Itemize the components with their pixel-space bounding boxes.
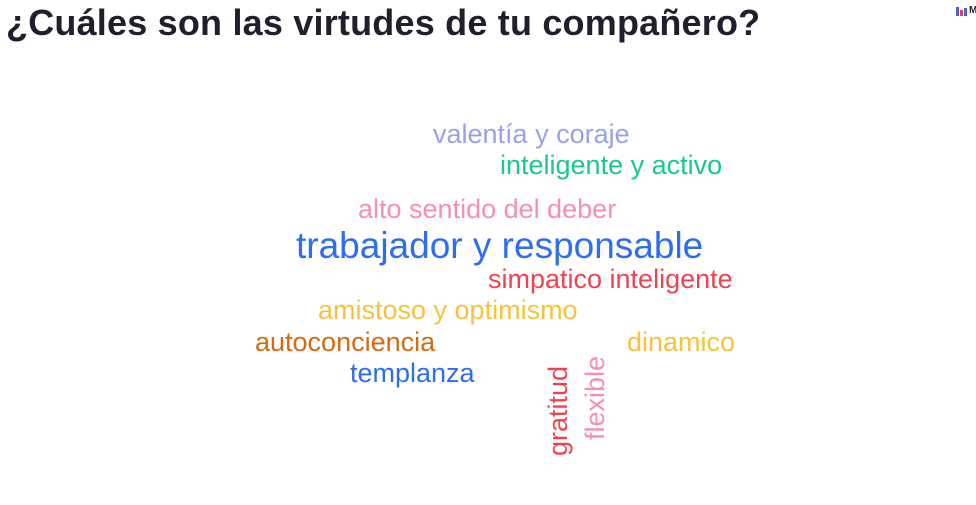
word-cloud-word: inteligente y activo [500, 150, 723, 180]
word-cloud-word: valentía y coraje [433, 119, 630, 149]
word-cloud-word: flexible [580, 355, 610, 440]
word-cloud-word: dinamico [627, 327, 736, 357]
word-cloud-word: autoconciencia [255, 327, 436, 357]
word-cloud-word: templanza [350, 358, 475, 388]
word-cloud-word: alto sentido del deber [358, 194, 617, 224]
word-cloud-word: gratitud [543, 365, 573, 456]
page-title: ¿Cuáles son las virtudes de tu compañero… [6, 2, 761, 43]
word-cloud-word: trabajador y responsable [296, 225, 704, 266]
bar-chart-icon [956, 6, 967, 16]
brand-logo: M [956, 6, 976, 16]
word-cloud-word: simpatico inteligente [488, 264, 733, 294]
logo-text: M [969, 5, 976, 16]
word-cloud-word: amistoso y optimismo [318, 295, 578, 325]
